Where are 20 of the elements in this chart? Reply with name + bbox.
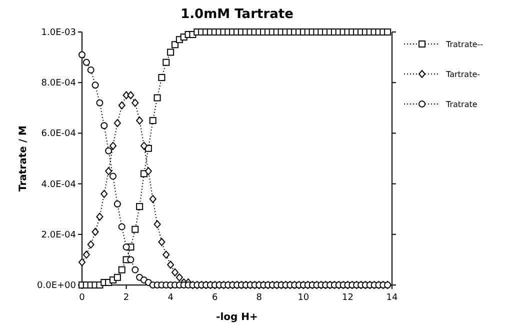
- x-tick-label: 0: [79, 293, 86, 303]
- x-tick-label: 2: [123, 293, 130, 303]
- x-axis-title: -log H+: [216, 312, 258, 323]
- chart-title: 1.0mM Tartrate: [180, 7, 294, 22]
- y-tick-label: 8.0E-04: [41, 78, 76, 89]
- y-tick-label: 4.0E-04: [41, 180, 76, 190]
- x-tick-label: 12: [342, 293, 354, 303]
- x-tick-label: 6: [212, 293, 218, 303]
- y-tick-label: 6.0E-04: [41, 129, 76, 140]
- x-tick-label: 4: [168, 293, 174, 303]
- x-tick-label: 8: [256, 293, 262, 303]
- y-axis-title: Tratrate / M: [18, 125, 29, 192]
- legend-label: Tratrate: [445, 100, 478, 109]
- y-tick-label: 2.0E-04: [41, 230, 76, 240]
- x-tick-label: 14: [386, 293, 398, 303]
- y-tick-label: 0.0E+00: [37, 281, 76, 291]
- x-tick-label: 10: [298, 293, 310, 303]
- y-tick-label: 1.0E-03: [41, 28, 76, 38]
- legend-label: Tratrate--: [445, 40, 484, 49]
- legend-label: Tartrate-: [445, 70, 480, 79]
